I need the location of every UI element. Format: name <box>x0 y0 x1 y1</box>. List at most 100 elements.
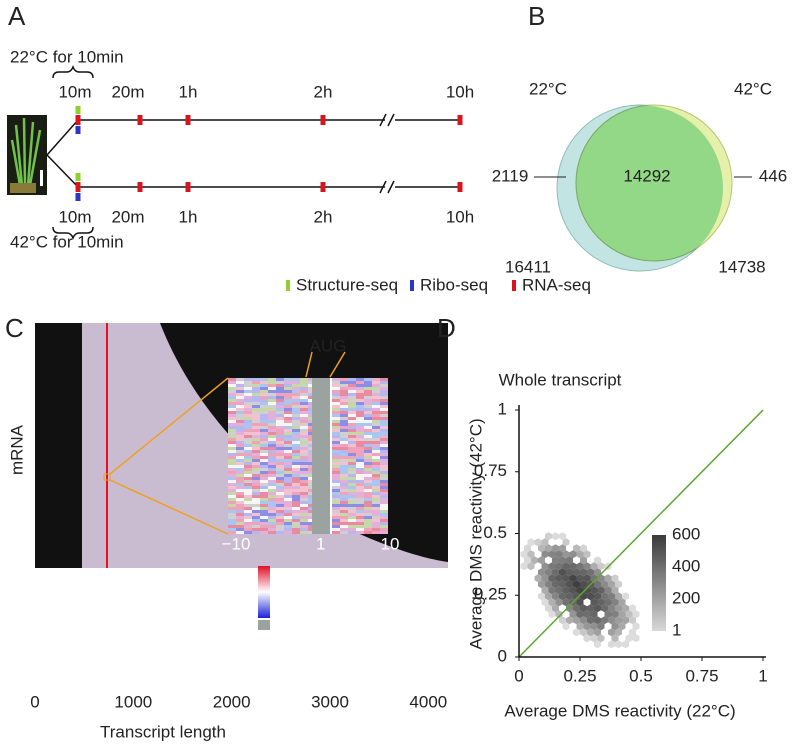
inset-cell <box>348 525 356 528</box>
hexbin <box>562 574 570 583</box>
timepoint: 10h <box>446 207 474 226</box>
inset-cell <box>284 519 292 522</box>
inset-cell <box>244 519 252 522</box>
inset-cell <box>300 525 308 528</box>
y-tick-label: 0.5 <box>483 523 507 542</box>
inset-cell <box>228 414 236 417</box>
inset-cell <box>236 402 244 405</box>
inset-cell <box>372 462 380 465</box>
inset-cell <box>276 483 284 486</box>
inset-cell <box>300 516 308 519</box>
hexbin <box>559 568 566 577</box>
inset-cell <box>260 426 268 429</box>
inset-cell <box>340 525 348 528</box>
inset-cell <box>244 504 252 507</box>
inset-cell <box>348 513 356 516</box>
hexbin <box>629 628 636 637</box>
inset-cell <box>340 507 348 510</box>
inset-cell <box>340 510 348 513</box>
inset-cell <box>348 429 356 432</box>
inset-cell <box>364 492 372 495</box>
inset-cell <box>364 459 372 462</box>
inset-cell <box>228 396 236 399</box>
inset-cell <box>380 528 388 531</box>
inset-cell <box>348 492 356 495</box>
inset-cell <box>236 513 244 516</box>
y-tick-label: 0.25 <box>474 585 507 604</box>
inset-cell <box>364 402 372 405</box>
hexbin <box>552 556 559 565</box>
inset-cell <box>260 459 268 462</box>
inset-cell <box>244 492 252 495</box>
aug-pointer <box>305 351 346 378</box>
inset-cell <box>364 522 372 525</box>
inset-cell <box>348 507 356 510</box>
inset-cell <box>228 429 236 432</box>
inset-cell <box>356 498 364 501</box>
hexbin <box>566 592 573 601</box>
x-tick-label: 3000 <box>311 692 349 711</box>
inset-cell <box>356 492 364 495</box>
inset-cell <box>300 519 308 522</box>
hexbin <box>597 562 605 571</box>
inset-cell <box>228 426 236 429</box>
hexbin <box>611 610 619 619</box>
inset-cell <box>372 381 380 384</box>
hexbin <box>520 562 528 571</box>
inset-cell <box>372 528 380 531</box>
inset-cell <box>364 423 372 426</box>
inset-cell <box>284 480 292 483</box>
inset-cell <box>372 480 380 483</box>
inset-cell <box>252 378 260 381</box>
inset-cell <box>300 399 308 402</box>
inset-cell <box>340 381 348 384</box>
inset-cell <box>284 516 292 519</box>
inset-cell <box>356 516 364 519</box>
hexbin <box>587 568 594 577</box>
y-axis-label: Average DMS reactivity (42°C) <box>466 418 485 649</box>
inset-cell <box>252 384 260 387</box>
inset-cell <box>252 411 260 414</box>
inset-cell <box>348 495 356 498</box>
inset-cell <box>236 525 244 528</box>
inset-cell <box>332 435 340 438</box>
inset-cell <box>356 525 364 528</box>
inset-cell <box>276 384 284 387</box>
inset-cell <box>340 516 348 519</box>
hexbin <box>608 604 615 613</box>
inset-cell <box>284 492 292 495</box>
hexbin <box>545 604 552 613</box>
inset-cell <box>252 462 260 465</box>
inset-cell <box>356 528 364 531</box>
inset-cell <box>340 480 348 483</box>
hexbin <box>608 592 615 601</box>
inset-cell <box>372 450 380 453</box>
inset-cell <box>292 417 300 420</box>
inset-cell <box>228 489 236 492</box>
inset-cell <box>260 399 268 402</box>
hexbin <box>583 622 591 631</box>
hexbin <box>548 562 556 571</box>
inset-cell <box>236 405 244 408</box>
inset-cell <box>244 381 252 384</box>
inset-cell <box>252 438 260 441</box>
inset-cell <box>236 378 244 381</box>
inset-cell <box>276 465 284 468</box>
inset-cell <box>276 453 284 456</box>
inset-cell <box>332 399 340 402</box>
inset-cell <box>380 501 388 504</box>
inset-cell <box>364 528 372 531</box>
inset-cell <box>252 465 260 468</box>
inset-cell <box>348 423 356 426</box>
hexbin <box>611 634 619 643</box>
inset-cell <box>244 486 252 489</box>
inset-cell <box>380 435 388 438</box>
inset-cell <box>276 510 284 513</box>
inset-cell <box>276 531 284 534</box>
inset-cell <box>340 390 348 393</box>
inset-cell <box>284 465 292 468</box>
inset-cell <box>348 459 356 462</box>
inset-cell <box>276 393 284 396</box>
inset-cell <box>340 519 348 522</box>
